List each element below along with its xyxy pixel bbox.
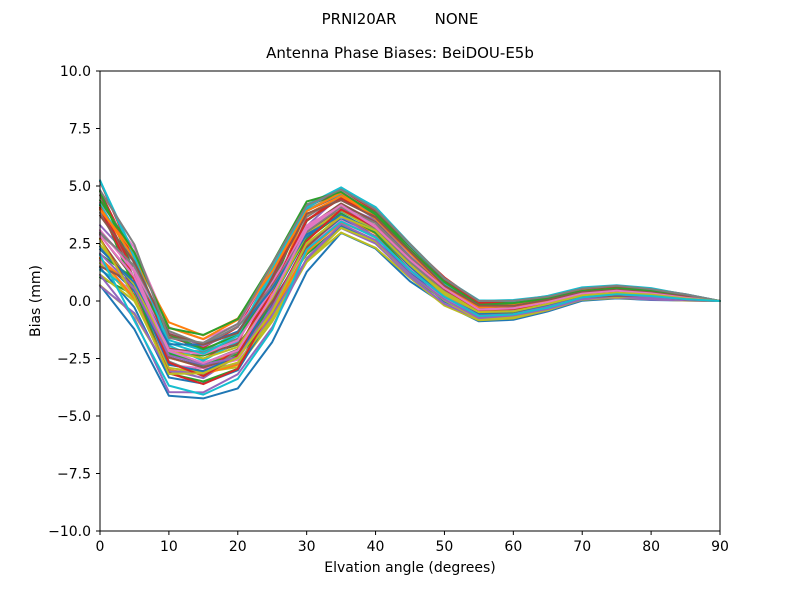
x-tick-label: 50 bbox=[436, 539, 454, 555]
bias-curve-47 bbox=[99, 188, 721, 344]
y-tick-label: −5.0 bbox=[57, 409, 91, 425]
bias-curve-45 bbox=[99, 199, 721, 346]
y-tick-label: 0.0 bbox=[69, 294, 91, 310]
x-tick-label: 80 bbox=[642, 539, 660, 555]
axes-spines bbox=[99, 70, 721, 532]
x-tick-label: 0 bbox=[96, 539, 105, 555]
x-tick-label: 10 bbox=[160, 539, 178, 555]
x-tick-label: 40 bbox=[367, 539, 385, 555]
bias-curve-49 bbox=[99, 220, 721, 396]
bias-curve-42 bbox=[99, 190, 721, 336]
y-tick-label: −10.0 bbox=[48, 524, 91, 540]
x-tick-label: 90 bbox=[711, 539, 729, 555]
x-tick-label: 70 bbox=[573, 539, 591, 555]
bias-curve-48 bbox=[99, 215, 721, 375]
y-tick-label: 7.5 bbox=[69, 122, 91, 138]
x-axis-label: Elvation angle (degrees) bbox=[324, 560, 496, 576]
figure-suptitle: PRNI20AR NONE bbox=[321, 10, 479, 28]
x-tick-label: 30 bbox=[298, 539, 316, 555]
bias-curve-17 bbox=[99, 206, 721, 353]
y-tick-label: 5.0 bbox=[69, 179, 91, 195]
bias-curve-46 bbox=[99, 204, 721, 364]
y-tick-label: 2.5 bbox=[69, 237, 91, 253]
y-tick-label: −7.5 bbox=[57, 467, 91, 483]
y-tick-label: 10.0 bbox=[60, 64, 91, 80]
x-tick-label: 20 bbox=[229, 539, 247, 555]
y-tick-label: −2.5 bbox=[57, 352, 91, 368]
bias-curves-group bbox=[99, 179, 721, 400]
x-tick-label: 60 bbox=[504, 539, 522, 555]
axes-group: 0 10 20 30 40 50 60 70 80 90 −10.0 −7.5 −5.0 −2.5 0.0 2… bbox=[48, 64, 729, 555]
axes-title: Antenna Phase Biases: BeiDOU-E5b bbox=[266, 44, 534, 62]
